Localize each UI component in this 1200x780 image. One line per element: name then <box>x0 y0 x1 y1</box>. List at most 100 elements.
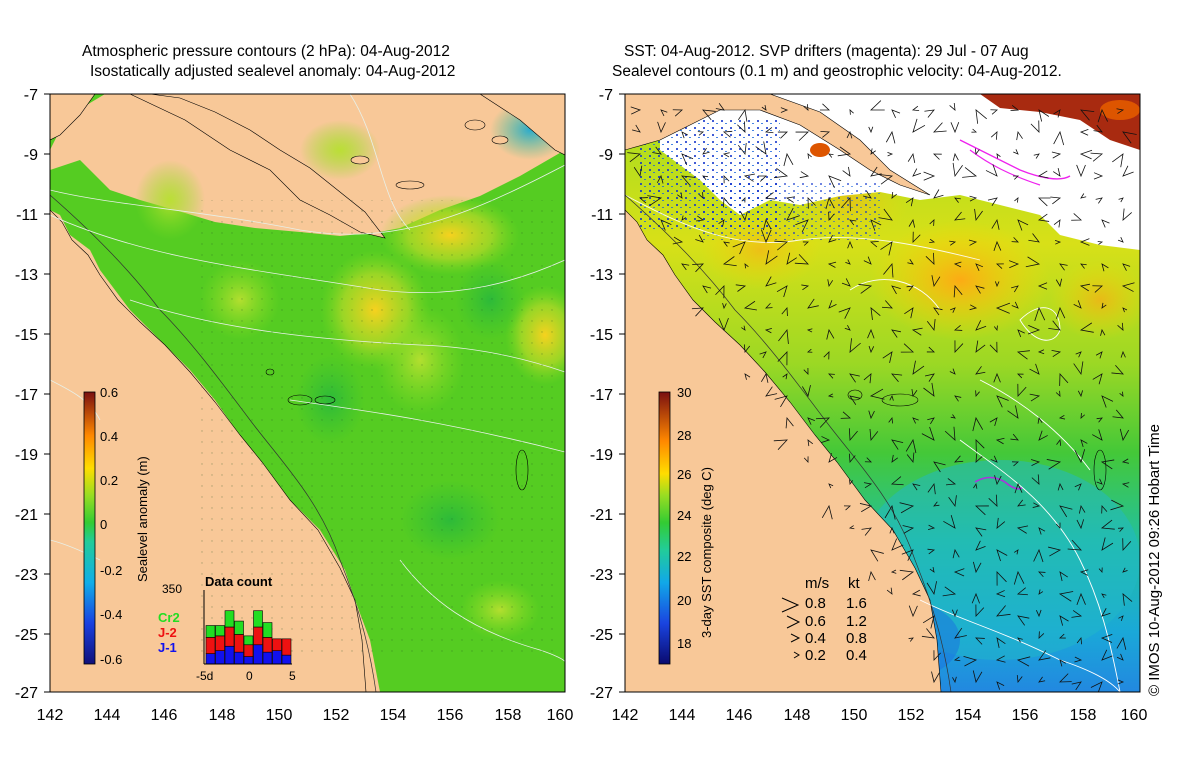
anomaly-colorbar-tick: -0.2 <box>100 563 122 578</box>
velocity-arrow <box>1017 383 1027 398</box>
right-y-tick: -9 <box>599 147 613 164</box>
velocity-arrow <box>1111 364 1124 375</box>
right-y-tick: -7 <box>599 87 613 104</box>
velocity-arrow <box>929 219 935 226</box>
velocity-arrow <box>828 235 837 243</box>
right-y-axis: -7 -9 -11 -13 -15 -17 -19 -21 -23 -25 -2… <box>590 87 613 702</box>
velocity-arrow <box>951 609 958 618</box>
velocity-arrow <box>912 417 919 424</box>
velocity-arrow <box>975 285 985 294</box>
velocity-arrow <box>1080 193 1087 199</box>
velocity-arrow <box>696 215 705 222</box>
velocity-arrow <box>764 328 772 334</box>
left-x-axis: 142 144 146 148 150 152 154 156 158 160 <box>37 707 574 724</box>
velocity-arrow <box>985 164 998 177</box>
velocity-arrow <box>1038 631 1045 639</box>
velocity-arrow <box>1076 164 1086 178</box>
velocity-arrow <box>799 171 810 179</box>
velocity-arrow <box>1029 393 1041 402</box>
right-x-tick: 148 <box>784 707 811 724</box>
velocity-arrow <box>778 328 789 344</box>
velocity-arrow <box>723 241 730 247</box>
velocity-arrow <box>926 318 936 332</box>
velocity-arrow <box>1038 109 1050 122</box>
velocity-arrow <box>1119 428 1130 442</box>
velocity-arrow <box>1101 608 1111 617</box>
velocity-arrow <box>953 656 961 662</box>
velocity-arrow <box>1073 300 1082 309</box>
velocity-arrow <box>828 153 834 158</box>
velocity-arrow <box>741 197 746 203</box>
velocity-arrow <box>1053 109 1061 118</box>
velocity-arrow <box>737 142 747 156</box>
velocity-arrow <box>1030 120 1040 133</box>
velocity-arrow <box>1017 499 1026 507</box>
velocity-arrow <box>861 527 872 536</box>
velocity-arrow <box>786 207 800 221</box>
left-x-tick: 152 <box>323 707 350 724</box>
velocity-arrow <box>1075 351 1082 358</box>
velocity-arrow <box>847 240 853 249</box>
velocity-arrow <box>933 153 942 160</box>
velocity-arrow <box>929 238 936 244</box>
velocity-arrow <box>891 538 904 551</box>
velocity-arrow <box>975 439 985 452</box>
sst-colorbar-tick: 26 <box>677 467 691 482</box>
left-title-line2: Isostatically adjusted sealevel anomaly:… <box>90 63 456 80</box>
velocity-arrow <box>989 341 998 353</box>
velocity-arrow <box>1117 679 1125 685</box>
velocity-arrow <box>927 524 936 531</box>
right-y-tick: -21 <box>590 507 613 524</box>
velocity-arrow <box>1096 478 1103 485</box>
velocity-arrow <box>993 240 1002 251</box>
velocity-arrow <box>971 592 980 604</box>
velocity-legend-arrow <box>781 597 800 613</box>
left-y-tick: -25 <box>15 627 38 644</box>
left-y-tick: -9 <box>24 147 38 164</box>
velocity-arrow <box>794 254 809 265</box>
velocity-arrow <box>1056 438 1062 446</box>
velocity-arrow <box>931 671 940 684</box>
velocity-arrow <box>1048 546 1062 557</box>
velocity-arrow <box>945 478 957 486</box>
data-count-bar-j2 <box>272 638 282 651</box>
velocity-arrow <box>933 650 941 662</box>
velocity-arrow <box>954 211 966 221</box>
velocity-arrow <box>921 426 935 441</box>
velocity-arrow <box>848 525 855 530</box>
velocity-arrow <box>929 566 935 573</box>
velocity-arrow <box>1079 322 1094 333</box>
velocity-arrow <box>1122 538 1132 552</box>
velocity-arrow <box>627 152 642 163</box>
velocity-arrow <box>1116 636 1127 650</box>
velocity-arrow <box>891 373 903 383</box>
velocity-arrow <box>837 146 852 157</box>
left-map-frame <box>49 93 566 693</box>
velocity-arrow <box>1011 301 1019 309</box>
data-count-bar-j2 <box>243 644 254 657</box>
velocity-arrow <box>1120 350 1126 358</box>
velocity-arrow <box>1038 527 1046 535</box>
velocity-arrow <box>1101 302 1107 309</box>
velocity-arrow <box>1008 260 1020 269</box>
data-count-bar-j1 <box>234 651 244 665</box>
velocity-arrow <box>878 208 893 221</box>
velocity-arrow <box>806 348 813 353</box>
left-map <box>50 94 565 692</box>
data-count-x-tick: -5d <box>196 669 213 683</box>
velocity-arrow <box>1037 213 1050 222</box>
data-count-bar-cr2 <box>243 635 254 646</box>
velocity-arrow <box>1067 539 1082 551</box>
velocity-arrow <box>672 236 684 245</box>
velocity-arrow <box>1056 306 1066 319</box>
velocity-arrow <box>828 373 835 379</box>
velocity-arrow <box>1080 413 1086 419</box>
velocity-arrow <box>1101 219 1110 228</box>
left-x-tick: 142 <box>37 707 64 724</box>
velocity-arrow <box>1080 109 1095 121</box>
velocity-arrow <box>1010 433 1019 441</box>
velocity-arrow <box>1017 373 1024 379</box>
data-count-bar-cr2 <box>205 625 216 638</box>
right-y-tick: -23 <box>590 567 613 584</box>
right-map-frame <box>624 93 1141 693</box>
